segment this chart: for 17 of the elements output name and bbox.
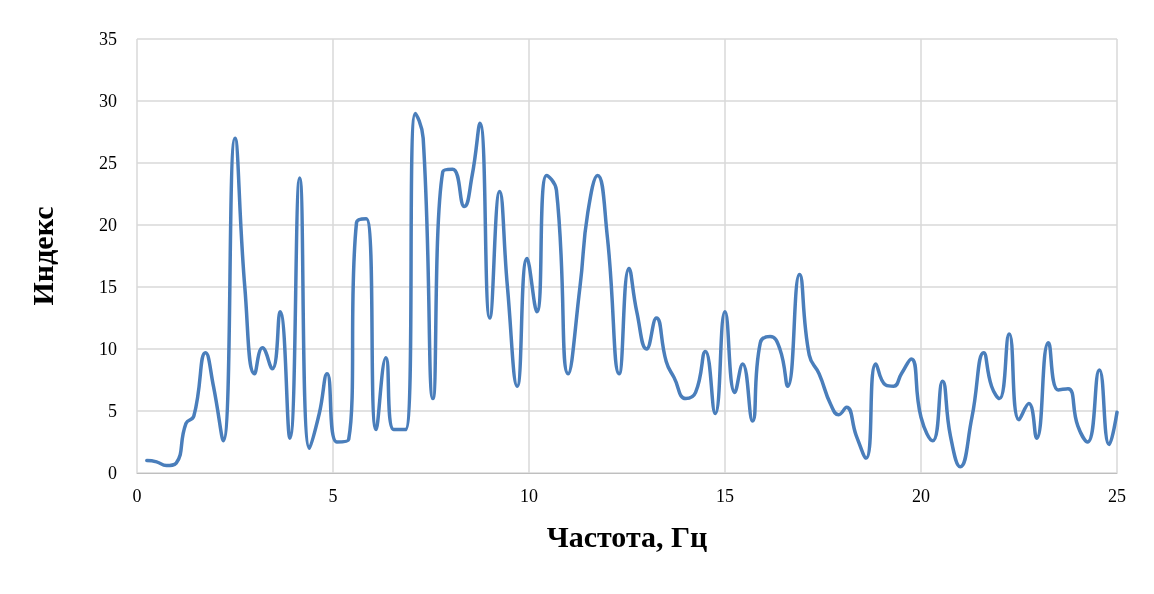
y-tick-label: 35 bbox=[99, 29, 117, 49]
y-tick-label: 0 bbox=[108, 463, 117, 483]
x-tick-label: 25 bbox=[1108, 486, 1126, 506]
x-tick-label: 5 bbox=[328, 486, 338, 506]
y-tick-label: 10 bbox=[99, 339, 117, 359]
x-tick-label: 10 bbox=[520, 486, 538, 506]
y-tick-label: 15 bbox=[99, 277, 117, 297]
y-tick-label: 30 bbox=[99, 91, 117, 111]
x-tick-label: 20 bbox=[912, 486, 930, 506]
x-tick-label: 0 bbox=[132, 486, 142, 506]
y-tick-label: 5 bbox=[108, 401, 117, 421]
x-axis-title: Частота, Гц bbox=[546, 519, 708, 553]
y-tick-label: 25 bbox=[99, 153, 117, 173]
line-series bbox=[145, 111, 1119, 469]
y-axis-title: Индекс bbox=[25, 206, 59, 306]
y-tick-label: 20 bbox=[99, 215, 117, 235]
x-tick-label: 15 bbox=[716, 486, 734, 506]
